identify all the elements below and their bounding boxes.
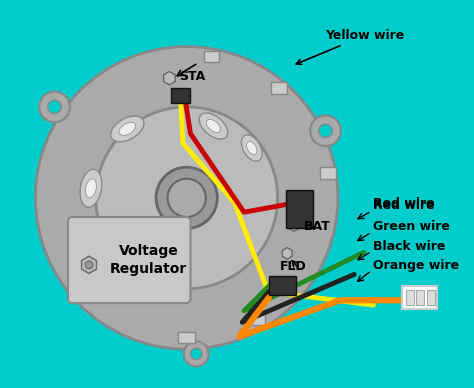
Text: STA: STA [179,70,205,83]
Ellipse shape [85,179,96,198]
Text: BAT: BAT [303,220,330,233]
FancyBboxPatch shape [406,290,413,305]
Circle shape [36,47,338,349]
Circle shape [319,124,332,137]
Circle shape [310,116,341,146]
Text: Black wire: Black wire [374,239,446,253]
Ellipse shape [80,169,102,207]
Ellipse shape [80,230,102,266]
FancyBboxPatch shape [402,286,437,309]
Ellipse shape [206,120,220,133]
FancyBboxPatch shape [178,332,195,343]
Circle shape [39,92,70,122]
Text: Green wire: Green wire [374,220,450,233]
FancyBboxPatch shape [171,88,191,103]
FancyBboxPatch shape [248,313,265,325]
FancyBboxPatch shape [320,167,336,178]
FancyBboxPatch shape [204,51,219,62]
FancyBboxPatch shape [269,276,296,296]
Circle shape [184,341,209,366]
Ellipse shape [241,135,262,161]
Text: Orange wire: Orange wire [374,259,459,272]
FancyBboxPatch shape [286,190,313,229]
Circle shape [167,179,206,217]
Circle shape [48,100,61,114]
Ellipse shape [111,116,144,142]
Circle shape [191,348,202,360]
Ellipse shape [85,239,96,256]
Text: Yellow wire: Yellow wire [296,29,405,64]
FancyBboxPatch shape [271,82,287,94]
Ellipse shape [119,123,136,135]
Ellipse shape [246,142,257,155]
Circle shape [156,167,217,229]
FancyBboxPatch shape [416,290,424,305]
Ellipse shape [199,113,228,139]
FancyBboxPatch shape [68,217,191,303]
Text: Red wire: Red wire [374,197,435,210]
Text: FLD: FLD [280,260,306,273]
Text: Voltage
Regulator: Voltage Regulator [110,244,187,276]
Text: Red wire: Red wire [374,199,435,212]
Circle shape [96,107,278,289]
FancyBboxPatch shape [427,290,435,305]
Circle shape [85,261,93,268]
